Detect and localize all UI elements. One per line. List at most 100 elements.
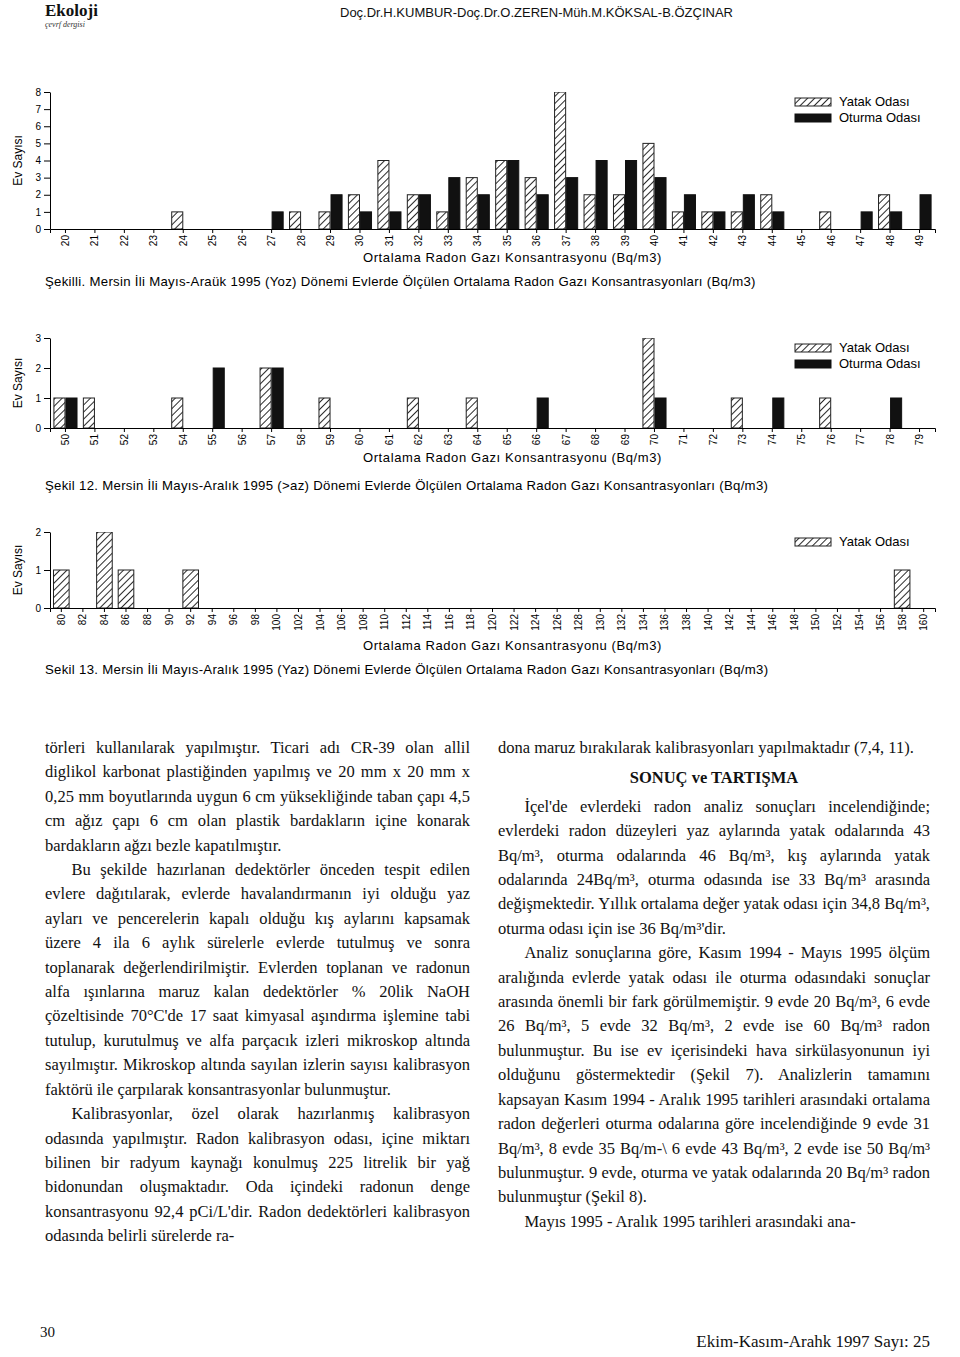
x-tick-label: 120 — [487, 614, 498, 631]
y-tick-mark — [44, 608, 50, 609]
x-tick: 67 — [561, 428, 572, 445]
y-tick-label: 4 — [35, 155, 41, 166]
x-tick-mark — [683, 229, 684, 233]
bar — [743, 608, 759, 609]
y-axis-title: Ev Sayısı — [11, 545, 25, 596]
x-tick: 41 — [678, 229, 689, 246]
bar — [113, 428, 124, 429]
y-tick: 5 — [35, 138, 50, 149]
x-axis-title: Ortalama Radon Gazı Konsantrasyonu (Bq/m… — [363, 250, 662, 265]
y-axis-line — [50, 339, 51, 429]
bar — [378, 161, 389, 230]
bar — [743, 195, 754, 229]
x-tick: 31 — [384, 229, 395, 246]
x-tick-label: 96 — [228, 614, 239, 626]
x-tick: 64 — [472, 428, 483, 445]
x-tick: 118 — [465, 608, 476, 630]
bar — [184, 428, 195, 429]
bar — [260, 368, 271, 428]
x-tick-label: 140 — [703, 614, 714, 631]
x-tick-label: 67 — [561, 434, 572, 446]
legend-label: Yatak Odası — [839, 94, 910, 109]
x-tick-label: 31 — [384, 235, 395, 247]
x-tick: 59 — [325, 428, 336, 445]
x-tick-label: 100 — [271, 614, 282, 631]
x-tick-label: 40 — [649, 235, 660, 247]
bars — [54, 338, 902, 428]
x-tick-label: 47 — [855, 235, 866, 247]
bar — [802, 428, 813, 429]
x-tick: 98 — [250, 608, 261, 625]
x-tick-mark — [566, 229, 567, 233]
bar — [508, 428, 519, 429]
bar — [231, 428, 242, 429]
x-tick-mark — [831, 428, 832, 432]
bar — [626, 428, 637, 429]
bar — [360, 212, 371, 229]
x-tick-mark — [600, 608, 601, 612]
bar — [172, 212, 183, 229]
y-tick-label: 2 — [35, 363, 41, 374]
y-axis: 0123 — [35, 333, 50, 434]
x-tick-label: 71 — [678, 434, 689, 446]
x-tick-mark — [389, 428, 390, 432]
bar — [584, 428, 595, 429]
y-tick-mark — [44, 178, 50, 179]
x-tick-label: 102 — [293, 614, 304, 631]
x-tick-mark — [147, 608, 148, 612]
bar — [684, 195, 695, 229]
bar — [213, 229, 224, 230]
x-tick-label: 32 — [413, 235, 424, 247]
x-tick: 138 — [681, 608, 692, 631]
x-tick: 29 — [325, 229, 336, 246]
x-tick: 43 — [737, 229, 748, 246]
bar — [657, 608, 673, 609]
bar — [331, 195, 342, 229]
bar — [302, 229, 313, 230]
y-tick: 2 — [35, 363, 50, 374]
figure-caption: Şekil 12. Mersin İli Mayıs-Aralık 1995 (… — [45, 478, 768, 493]
x-tick-label: 128 — [573, 614, 584, 631]
x-tick-mark — [384, 608, 385, 612]
bar — [555, 428, 566, 429]
x-tick-label: 33 — [443, 235, 454, 247]
y-tick-label: 0 — [35, 603, 41, 614]
x-tick: 75 — [796, 428, 807, 445]
bar — [790, 428, 801, 429]
x-tick-label: 60 — [354, 434, 365, 446]
x-tick: 23 — [148, 229, 159, 246]
x-tick-label: 61 — [384, 434, 395, 446]
bar — [272, 212, 283, 229]
bar — [879, 428, 890, 429]
y-tick-label: 0 — [35, 224, 41, 235]
x-tick-mark — [301, 229, 302, 233]
chart: 0128082848688909294969810010210410610811… — [11, 527, 936, 677]
x-tick-label: 53 — [148, 434, 159, 446]
x-tick-mark — [276, 608, 277, 612]
x-tick-mark — [535, 608, 536, 612]
x-tick: 36 — [531, 229, 542, 246]
x-tick: 104 — [315, 608, 326, 631]
y-tick-mark — [44, 143, 50, 144]
x-tick-mark — [890, 428, 891, 432]
bar — [722, 608, 738, 609]
x-tick-label: 98 — [250, 614, 261, 626]
y-tick-label: 3 — [35, 172, 41, 183]
bar — [243, 428, 254, 429]
x-tick-label: 64 — [472, 434, 483, 446]
bar — [571, 608, 587, 609]
x-tick: 60 — [354, 428, 365, 445]
x-tick: 32 — [413, 229, 424, 246]
bar — [201, 428, 212, 429]
x-tick: 63 — [443, 428, 454, 445]
bar — [183, 570, 199, 608]
x-tick: 126 — [552, 608, 563, 631]
x-tick-mark — [406, 608, 407, 612]
x-tick-label: 136 — [659, 614, 670, 631]
x-tick-mark — [427, 608, 428, 612]
y-tick-label: 7 — [35, 104, 41, 115]
bar — [449, 428, 460, 429]
y-tick-mark — [44, 532, 50, 533]
x-tick-label: 45 — [796, 235, 807, 247]
y-tick-mark — [44, 368, 50, 369]
